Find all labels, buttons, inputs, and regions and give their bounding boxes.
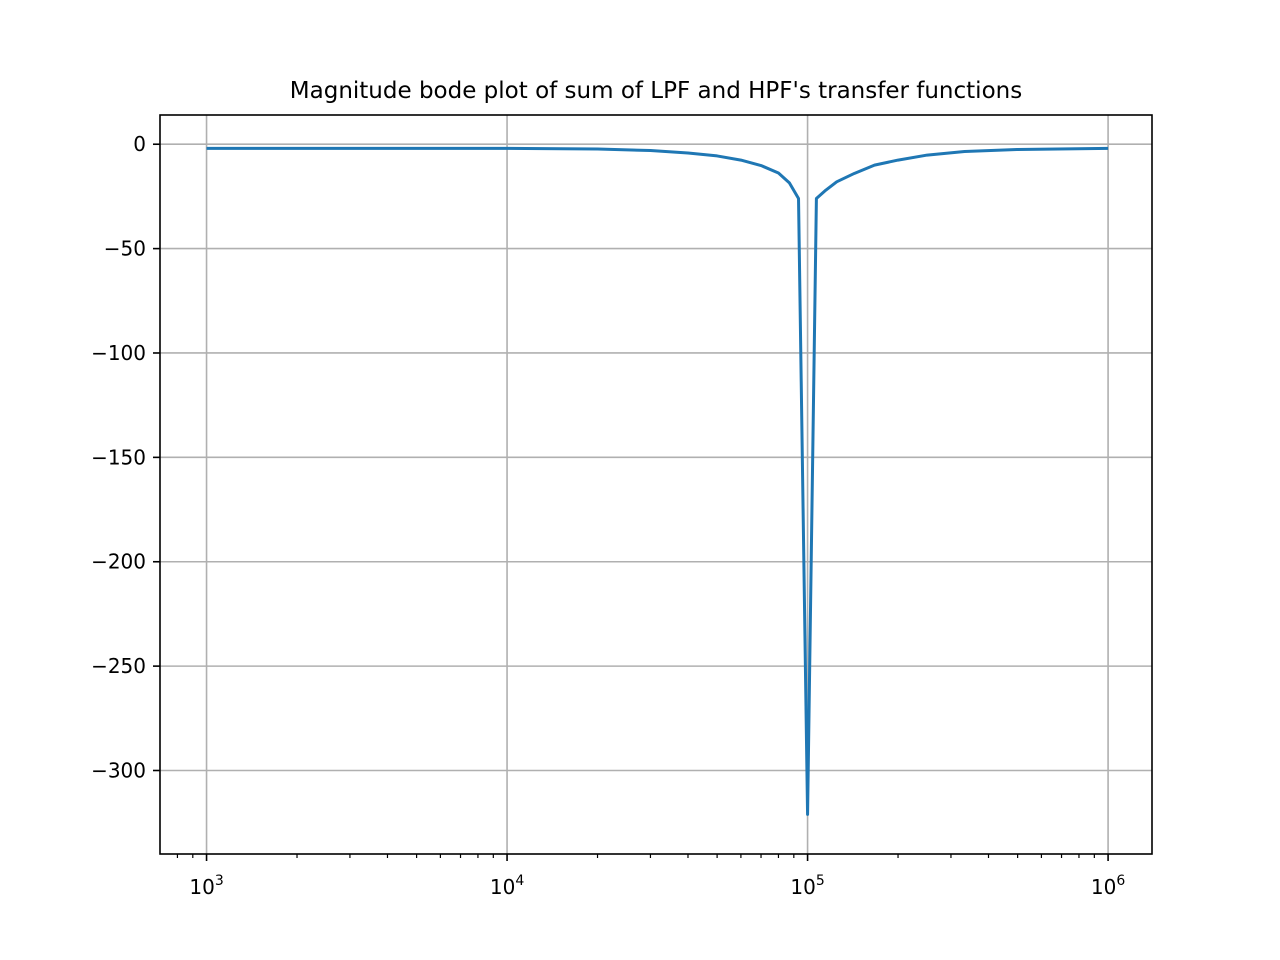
x-tick-label: 104 bbox=[490, 873, 524, 899]
y-tick-label: −300 bbox=[91, 758, 146, 782]
y-tick-label: −200 bbox=[91, 550, 146, 574]
series-line bbox=[206, 146, 1109, 816]
x-tick-label: 105 bbox=[790, 873, 824, 899]
y-tick-label: −100 bbox=[91, 341, 146, 365]
y-tick-label: −150 bbox=[91, 445, 146, 469]
x-axis-ticks: 103 104 105 106 bbox=[189, 854, 1125, 899]
x-tick-label: 106 bbox=[1091, 873, 1125, 899]
x-tick-label: 103 bbox=[189, 873, 223, 899]
y-tick-label: 0 bbox=[133, 132, 146, 156]
y-tick-label: −250 bbox=[91, 654, 146, 678]
chart-title: Magnitude bode plot of sum of LPF and HP… bbox=[290, 78, 1022, 104]
y-axis-ticks: 0 −50 −100 −150 −200 −250 −300 bbox=[91, 132, 160, 782]
plot-area-frame bbox=[159, 114, 1153, 855]
y-tick-label: −50 bbox=[104, 237, 146, 261]
grid-lines bbox=[160, 115, 1152, 854]
data-series bbox=[206, 146, 1109, 816]
